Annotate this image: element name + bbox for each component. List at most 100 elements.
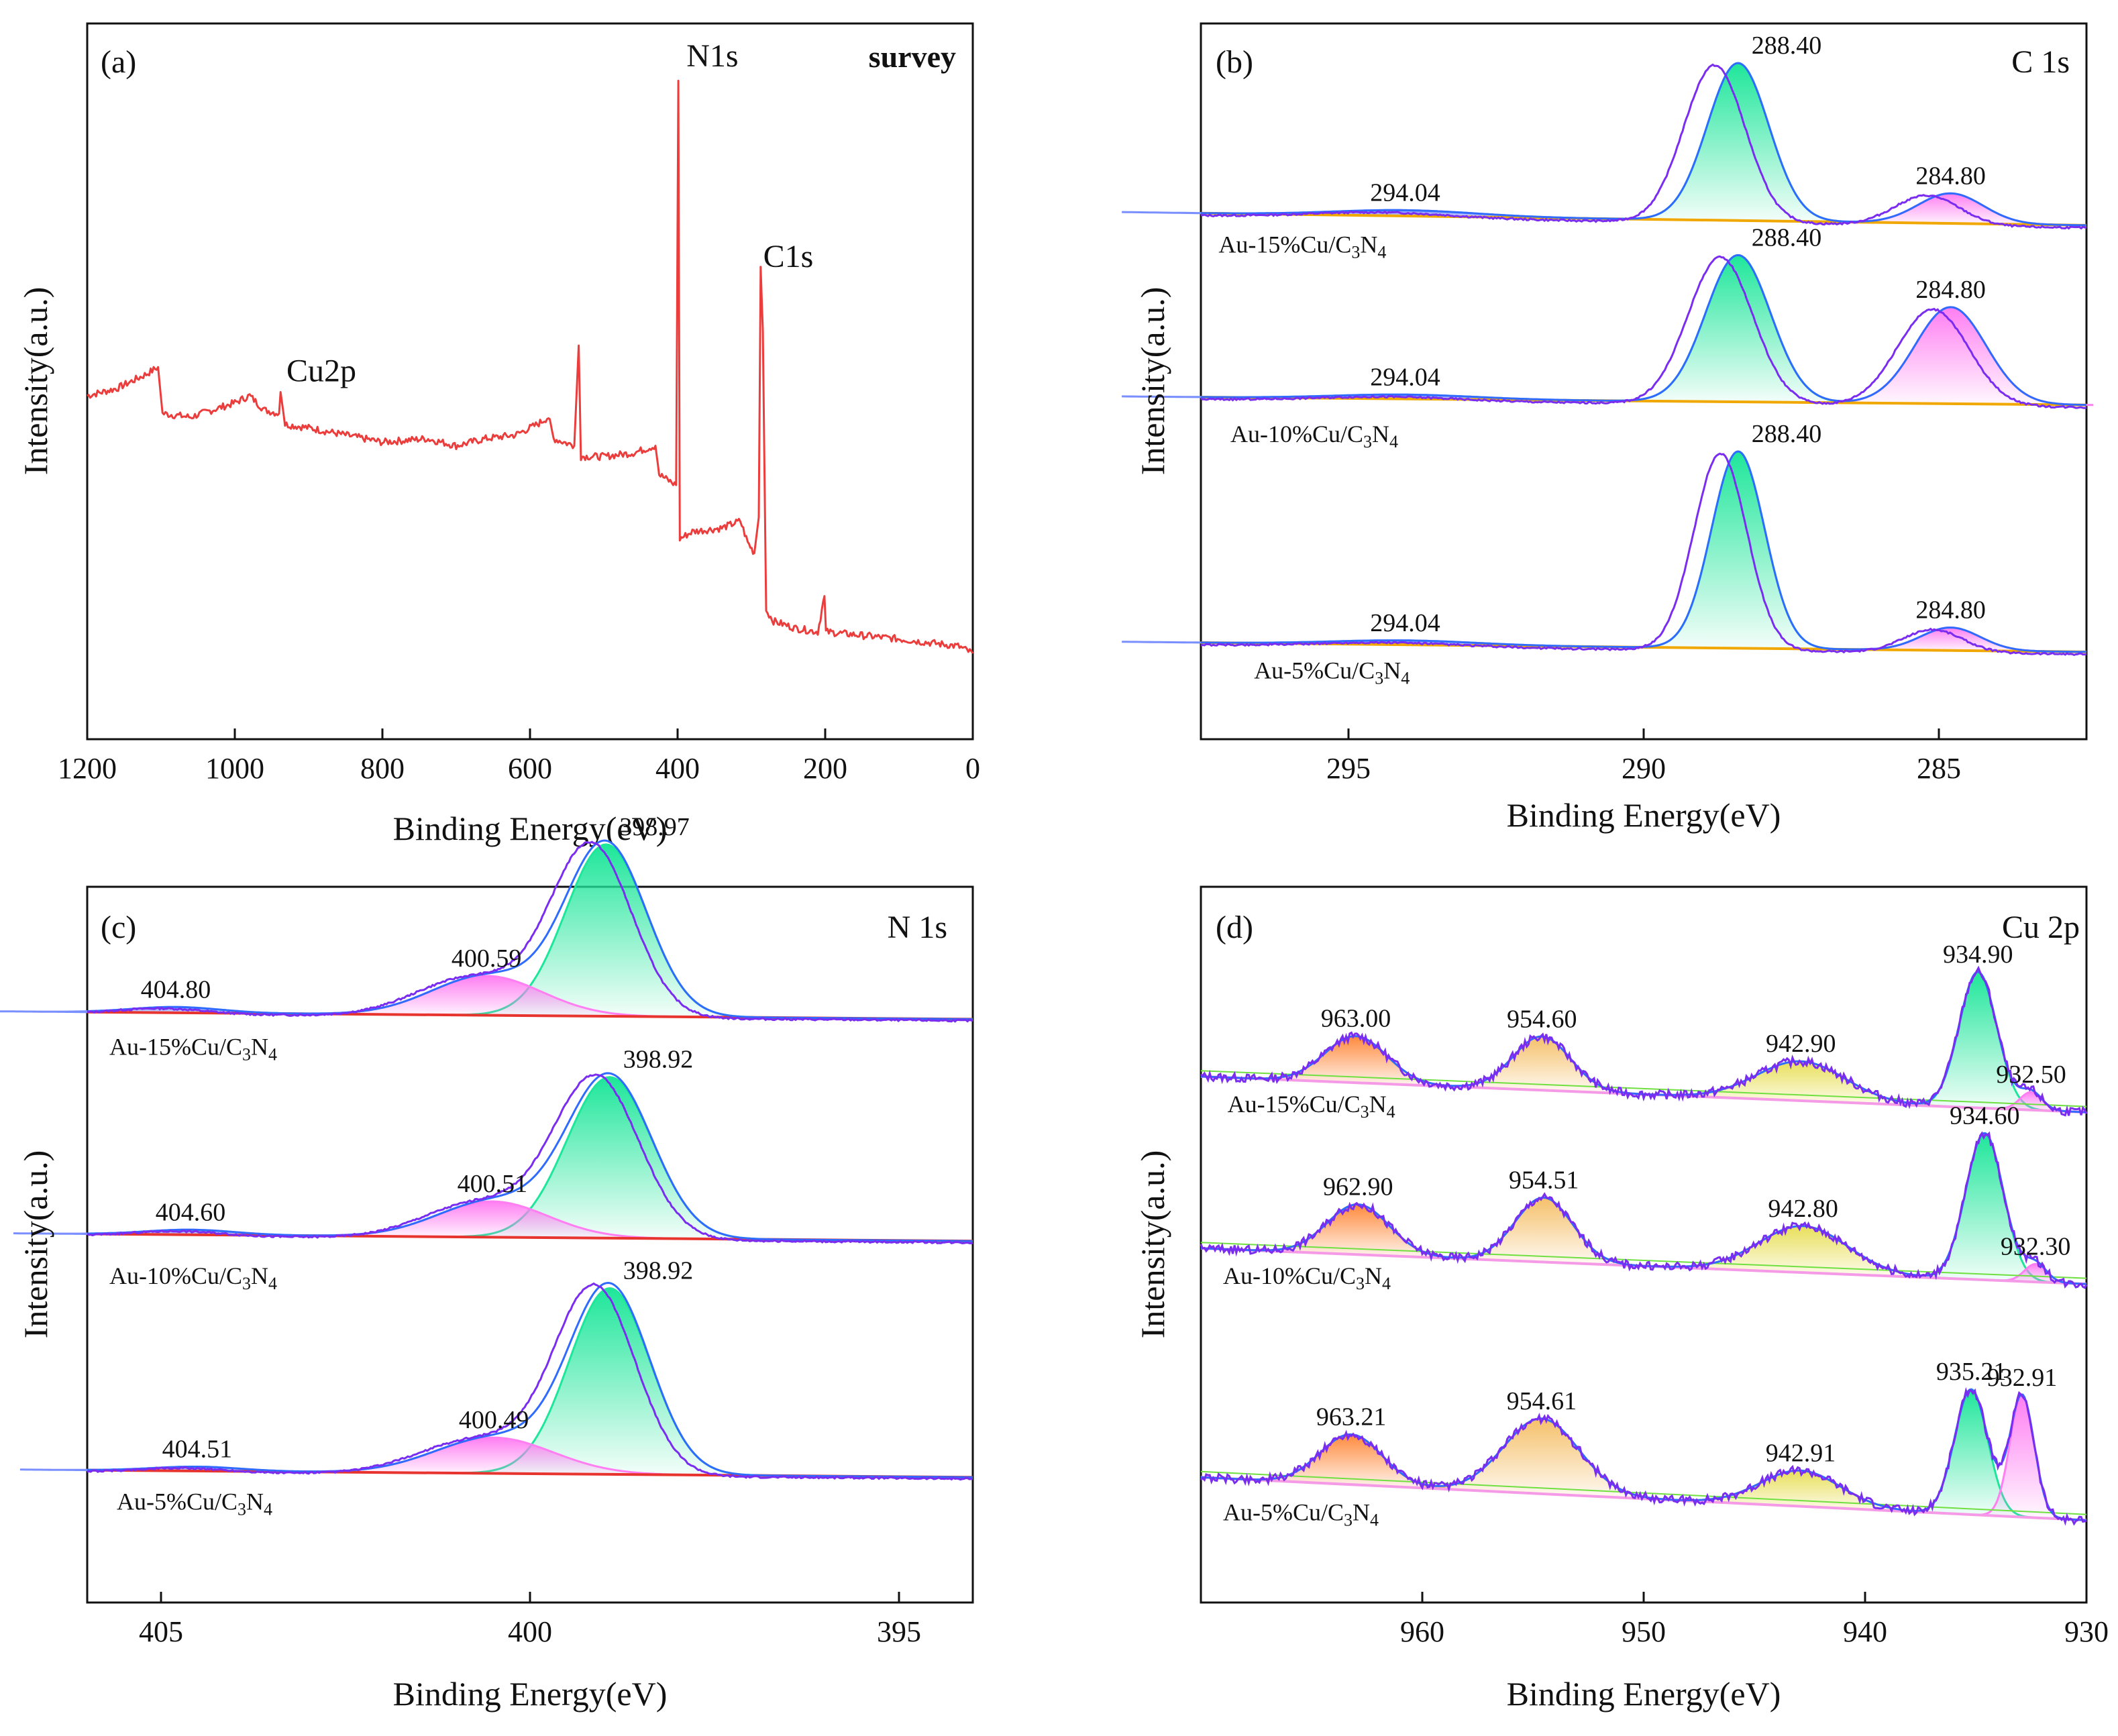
sample-label-text: Au-15%Cu/C xyxy=(109,1034,242,1061)
peak-value-label: 294.04 xyxy=(1370,363,1440,391)
raw-spectrum-line xyxy=(87,840,973,1023)
panel-c-ylabel: Intensity(a.u.) xyxy=(17,1150,54,1338)
x-tick-label: 940 xyxy=(1843,1615,1887,1648)
peak-value-label: 400.59 xyxy=(452,944,522,973)
peak-value-label: 963.21 xyxy=(1316,1403,1387,1431)
baseline-line-secondary xyxy=(1200,1470,2087,1515)
peak-value-label: 962.90 xyxy=(1323,1173,1393,1201)
x-tick-label: 295 xyxy=(1326,752,1371,785)
peak-value-label: 954.51 xyxy=(1509,1166,1579,1194)
sample-label: Au-10%Cu/C3N4 xyxy=(109,1262,277,1293)
sample-label-subscript: 3 xyxy=(1356,1274,1365,1293)
panel-b-peak-labels: 288.40284.80294.04Au-15%Cu/C3N4288.40284… xyxy=(1218,32,1985,688)
sample-label-text: N xyxy=(1383,657,1401,684)
raw-spectrum-line xyxy=(87,1073,973,1245)
survey-spectrum-line xyxy=(87,79,974,654)
component-peak xyxy=(1832,627,2069,653)
fitted-envelope-line xyxy=(87,1072,973,1242)
panel-c-xticks: 405 400 395 xyxy=(139,1592,921,1648)
panel-a-xlabel: Binding Energy(eV) xyxy=(393,810,668,847)
sample-label-subscript: 3 xyxy=(242,1045,251,1065)
x-tick-label: 800 xyxy=(360,752,405,785)
panel-d-peak-labels: 963.00 954.60 942.90 934.90 932.50 Au-15%Cu/C… xyxy=(1223,940,2070,1529)
panel-c-title: N 1s xyxy=(888,910,947,945)
panel-d-title: Cu 2p xyxy=(2002,910,2080,945)
component-peak xyxy=(1227,1433,1475,1492)
baseline-line-secondary xyxy=(1200,1070,2087,1107)
panel-a-label: (a) xyxy=(101,44,136,80)
sample-label-text: N xyxy=(1360,231,1377,258)
sample-label-text: Au-15%Cu/C xyxy=(1218,231,1351,258)
peak-value-label: 404.51 xyxy=(162,1435,233,1464)
sample-label-subscript: 3 xyxy=(1344,1510,1353,1529)
sample-label-text: Au-10%Cu/C xyxy=(1223,1262,1356,1289)
sample-label-subscript: 3 xyxy=(237,1499,246,1519)
peak-value-label: 398.92 xyxy=(623,1256,694,1285)
sample-label-subscript: 4 xyxy=(268,1274,277,1293)
sample-label-text: Au-5%Cu/C xyxy=(1254,657,1375,684)
peak-value-label: 400.51 xyxy=(458,1170,528,1198)
raw-spectrum-line xyxy=(1200,1387,2087,1526)
sample-label: Au-5%Cu/C3N4 xyxy=(1254,657,1410,688)
panel-b-ylabel: Intensity(a.u.) xyxy=(1134,287,1171,475)
sample-spectrum xyxy=(1200,965,2088,1117)
x-tick-label: 1000 xyxy=(205,752,264,785)
sample-label-text: N xyxy=(251,1034,268,1061)
sample-label-subscript: 3 xyxy=(1363,432,1372,451)
peak-value-label: 963.00 xyxy=(1321,1005,1391,1033)
fitted-envelope-line xyxy=(87,839,973,1020)
sample-label-subscript: 3 xyxy=(1351,242,1360,262)
peak-value-label: 294.04 xyxy=(1370,609,1440,637)
sample-label-text: N xyxy=(1369,1091,1387,1118)
peak-value-label: 935.21 xyxy=(1936,1358,2007,1386)
peak-value-label: 294.04 xyxy=(1370,178,1440,207)
x-tick-label: 400 xyxy=(655,752,700,785)
panel-d-cu2p: (d) Cu 2p 963.00 954.60 942.90 934.90 932.50… xyxy=(1134,885,2109,1713)
sample-spectrum xyxy=(0,839,973,1023)
x-tick-label: 600 xyxy=(508,752,552,785)
sample-label: Au-15%Cu/C3N4 xyxy=(109,1034,277,1065)
sample-label-text: Au-5%Cu/C xyxy=(117,1488,237,1515)
panel-a-series xyxy=(87,79,974,654)
x-tick-label: 395 xyxy=(877,1615,921,1648)
sample-label: Au-15%Cu/C3N4 xyxy=(1218,231,1386,262)
baseline-line xyxy=(1200,211,2087,227)
sample-label-subscript: 3 xyxy=(1361,1102,1369,1122)
x-tick-label: 405 xyxy=(139,1615,183,1648)
sample-label-subscript: 4 xyxy=(264,1499,272,1519)
peak-label: N1s xyxy=(686,38,738,74)
peak-value-label: 400.49 xyxy=(459,1406,529,1434)
x-tick-label: 930 xyxy=(2064,1615,2109,1648)
sample-label: Au-10%Cu/C3N4 xyxy=(1223,1262,1391,1293)
peak-value-label: 934.60 xyxy=(1950,1101,2020,1130)
fitted-envelope-line xyxy=(87,1281,973,1478)
panel-c-n1s: (c) N 1s 398.97400.59404.80Au-15%Cu/C3N4… xyxy=(0,813,974,1713)
panel-b-label: (b) xyxy=(1216,44,1253,80)
peak-value-label: 954.60 xyxy=(1507,1005,1577,1033)
peak-value-label: 398.92 xyxy=(623,1046,694,1074)
peak-value-label: 932.50 xyxy=(1996,1061,2066,1089)
x-tick-label: 200 xyxy=(803,752,847,785)
panel-b-c1s: (b) C 1s 288.40284.80294.04Au-15%Cu/C3N4… xyxy=(1122,22,2094,834)
x-tick-label: 400 xyxy=(508,1615,552,1648)
sample-label-text: Au-10%Cu/C xyxy=(1230,421,1363,447)
sample-label-text: Au-10%Cu/C xyxy=(109,1262,242,1289)
sample-label-subscript: 4 xyxy=(1389,432,1398,451)
peak-value-label: 404.60 xyxy=(156,1198,226,1226)
sample-spectrum xyxy=(1122,62,2087,230)
panel-d-ylabel: Intensity(a.u.) xyxy=(1134,1150,1171,1338)
panel-b-title: C 1s xyxy=(2011,44,2070,80)
sample-label: Au-15%Cu/C3N4 xyxy=(1228,1091,1395,1122)
panel-b-xlabel: Binding Energy(eV) xyxy=(1507,796,1781,834)
sample-spectrum xyxy=(13,1072,973,1245)
panel-a-ylabel: Intensity(a.u.) xyxy=(17,287,54,475)
peak-label: C1s xyxy=(763,239,814,274)
panel-a-peak-labels: Cu2p N1s C1s xyxy=(286,38,813,388)
panel-d-series xyxy=(1200,965,2088,1526)
peak-value-label: 954.61 xyxy=(1507,1387,1577,1415)
peak-value-label: 284.80 xyxy=(1915,596,1986,625)
peak-value-label: 288.40 xyxy=(1752,223,1822,252)
sample-spectrum xyxy=(19,1281,973,1481)
